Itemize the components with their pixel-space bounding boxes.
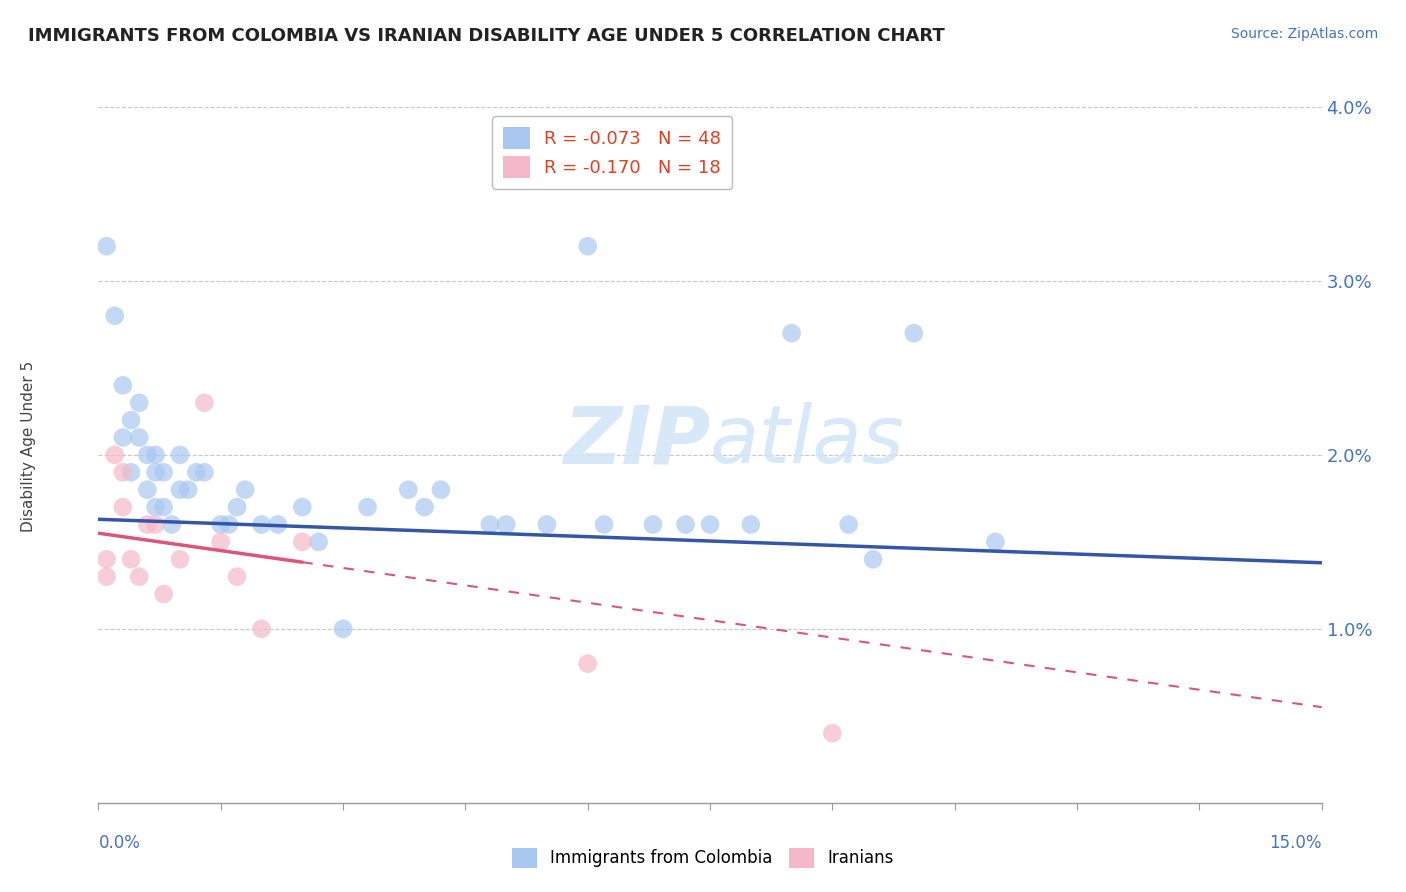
Point bbox=[145, 448, 167, 462]
Point bbox=[699, 517, 721, 532]
Point bbox=[291, 535, 314, 549]
Point bbox=[413, 500, 436, 514]
Text: ZIP: ZIP bbox=[562, 402, 710, 480]
Point bbox=[120, 466, 142, 480]
Point bbox=[96, 570, 118, 584]
Text: 0.0%: 0.0% bbox=[98, 834, 141, 852]
Point bbox=[145, 466, 167, 480]
Point bbox=[209, 517, 232, 532]
Point bbox=[111, 431, 134, 445]
Text: 15.0%: 15.0% bbox=[1270, 834, 1322, 852]
Point bbox=[177, 483, 200, 497]
Point bbox=[111, 378, 134, 392]
Point bbox=[152, 587, 174, 601]
Point bbox=[536, 517, 558, 532]
Point bbox=[152, 466, 174, 480]
Point bbox=[128, 570, 150, 584]
Point bbox=[740, 517, 762, 532]
Point bbox=[145, 517, 167, 532]
Point bbox=[430, 483, 453, 497]
Point bbox=[838, 517, 860, 532]
Point bbox=[675, 517, 697, 532]
Point bbox=[250, 517, 273, 532]
Point bbox=[250, 622, 273, 636]
Point bbox=[641, 517, 664, 532]
Legend: R = -0.073   N = 48, R = -0.170   N = 18: R = -0.073 N = 48, R = -0.170 N = 18 bbox=[492, 116, 733, 189]
Point bbox=[193, 466, 215, 480]
Legend: Immigrants from Colombia, Iranians: Immigrants from Colombia, Iranians bbox=[505, 841, 901, 875]
Point bbox=[136, 517, 159, 532]
Point bbox=[291, 500, 314, 514]
Point bbox=[862, 552, 884, 566]
Point bbox=[193, 396, 215, 410]
Point bbox=[356, 500, 378, 514]
Point bbox=[169, 448, 191, 462]
Point bbox=[332, 622, 354, 636]
Point bbox=[104, 309, 127, 323]
Point bbox=[96, 552, 118, 566]
Point bbox=[209, 535, 232, 549]
Point bbox=[218, 517, 240, 532]
Point bbox=[478, 517, 501, 532]
Point bbox=[780, 326, 803, 341]
Point bbox=[104, 448, 127, 462]
Point bbox=[308, 535, 330, 549]
Point bbox=[169, 552, 191, 566]
Point bbox=[111, 500, 134, 514]
Point bbox=[186, 466, 208, 480]
Point bbox=[495, 517, 517, 532]
Point bbox=[128, 396, 150, 410]
Point bbox=[111, 466, 134, 480]
Point bbox=[136, 483, 159, 497]
Point bbox=[128, 431, 150, 445]
Point bbox=[120, 413, 142, 427]
Text: Disability Age Under 5: Disability Age Under 5 bbox=[21, 360, 35, 532]
Text: atlas: atlas bbox=[710, 402, 905, 480]
Point bbox=[821, 726, 844, 740]
Point bbox=[136, 448, 159, 462]
Point bbox=[226, 500, 249, 514]
Point bbox=[120, 552, 142, 566]
Point bbox=[396, 483, 419, 497]
Point bbox=[160, 517, 183, 532]
Text: IMMIGRANTS FROM COLOMBIA VS IRANIAN DISABILITY AGE UNDER 5 CORRELATION CHART: IMMIGRANTS FROM COLOMBIA VS IRANIAN DISA… bbox=[28, 27, 945, 45]
Point bbox=[903, 326, 925, 341]
Point bbox=[593, 517, 616, 532]
Text: Source: ZipAtlas.com: Source: ZipAtlas.com bbox=[1230, 27, 1378, 41]
Point bbox=[226, 570, 249, 584]
Point bbox=[576, 239, 599, 253]
Point bbox=[152, 500, 174, 514]
Point bbox=[576, 657, 599, 671]
Point bbox=[233, 483, 256, 497]
Point bbox=[96, 239, 118, 253]
Point bbox=[267, 517, 290, 532]
Point bbox=[169, 483, 191, 497]
Point bbox=[145, 500, 167, 514]
Point bbox=[984, 535, 1007, 549]
